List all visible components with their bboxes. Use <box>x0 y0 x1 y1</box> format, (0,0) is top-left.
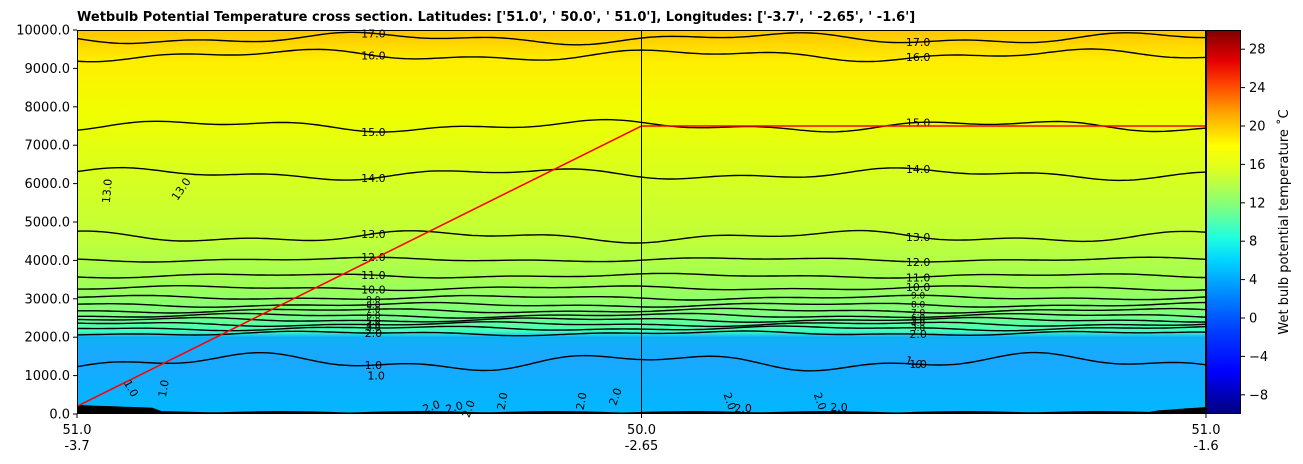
y-tick-label: 4000.0 <box>25 254 71 269</box>
x-tick-label-lat: 50.0 <box>627 423 656 438</box>
contour-label: 7.0 <box>911 309 926 319</box>
colorbar-ticks: −8 −4 0 4 8 12 16 20 24 28 <box>1241 43 1268 403</box>
contour-label: 13.0 <box>906 231 931 244</box>
contour-label: 3.0 <box>366 324 381 334</box>
contour-label: 2.0 <box>365 327 383 340</box>
contour-label: 9.0 <box>366 296 381 306</box>
colorbar-label: Wet bulb potential temperature ˚C <box>1276 109 1292 334</box>
y-tick-label: 3000.0 <box>25 292 71 307</box>
y-tick-label: 8000.0 <box>25 100 71 115</box>
colorbar-tick-label: 20 <box>1249 120 1266 135</box>
y-axis: 0.0 1000.0 2000.0 3000.0 4000.0 5000.0 6000.0 7… <box>16 24 77 423</box>
local-contour-label: 2.0 <box>607 386 625 407</box>
contour-label: 7.0 <box>366 306 381 316</box>
chart-title: Wetbulb Potential Temperature cross sect… <box>77 10 915 25</box>
contour-label: 15.0 <box>361 126 386 139</box>
x-tick-label-lon: -1.6 <box>1193 439 1218 454</box>
contour-label: 11.0 <box>906 271 931 284</box>
local-contour-label: 2.0 <box>495 391 511 410</box>
contour-label: 17.0 <box>906 36 931 49</box>
local-contour-label: 2.0 <box>460 399 478 420</box>
contour-label: 4.0 <box>366 321 381 331</box>
contour-label: 9.0 <box>911 292 926 302</box>
colorbar-tick-label: 12 <box>1249 196 1266 211</box>
x-tick-label-lat: 51.0 <box>1192 423 1221 438</box>
x-tick-label-lat: 51.0 <box>63 423 92 438</box>
local-contour-label: 1.0 <box>367 369 385 382</box>
colorbar-tick-label: −4 <box>1249 350 1268 365</box>
colorbar: −8 −4 0 4 8 12 16 20 24 28 Wet bulb potential tem… <box>1206 30 1292 414</box>
contour-label: 13.0 <box>361 228 386 241</box>
contour-label: 14.0 <box>906 163 931 176</box>
local-contour-label: 1.0 <box>903 354 924 372</box>
contour-label: 6.0 <box>911 314 926 324</box>
plot-frame <box>77 30 1206 414</box>
y-tick-label: 9000.0 <box>25 62 71 77</box>
contour-label: 1.0 <box>365 359 383 372</box>
contour-label: 5.0 <box>911 316 926 326</box>
local-contour-label: 13.0 <box>100 178 115 204</box>
contour-label: 14.0 <box>361 172 386 185</box>
contour-label: 5.0 <box>366 317 381 327</box>
x-tick-label-lon: -3.7 <box>64 439 89 454</box>
contour-label: 10.0 <box>361 284 386 297</box>
contour-label: 3.0 <box>911 324 926 334</box>
colorbar-tick-label: 8 <box>1249 235 1257 250</box>
contour-label: 4.0 <box>911 319 926 329</box>
contour-label: 11.0 <box>361 269 386 282</box>
y-tick-label: 1000.0 <box>25 369 71 384</box>
contour-label: 15.0 <box>906 116 931 129</box>
y-tick-label: 0.0 <box>49 408 70 423</box>
contour-label: 12.0 <box>906 256 931 269</box>
contour-label: 2.0 <box>909 328 927 341</box>
y-tick-label: 5000.0 <box>25 216 71 231</box>
colorbar-tick-label: −8 <box>1249 388 1268 403</box>
contour-label: 6.0 <box>366 311 381 321</box>
colorbar-tick-label: 16 <box>1249 158 1266 173</box>
local-contour-label: 1.0 <box>156 379 172 398</box>
colorbar-tick-label: 0 <box>1249 312 1257 327</box>
y-tick-label: 2000.0 <box>25 331 71 346</box>
local-contour-label: 2.0 <box>811 391 829 412</box>
colorbar-gradient <box>1206 30 1241 414</box>
local-contour-label: 2.0 <box>720 391 738 412</box>
contour-label: 12.0 <box>361 251 386 264</box>
colorbar-tick-label: 4 <box>1249 273 1257 288</box>
colorbar-tick-label: 24 <box>1249 81 1266 96</box>
plot-area: 17.0 17.0 16.0 16.0 15.0 15.0 14.0 14.0 13.0 13.0… <box>76 27 1207 420</box>
y-tick-label: 7000.0 <box>25 139 71 154</box>
colorbar-tick-label: 28 <box>1249 43 1266 58</box>
contour-label: 1.0 <box>909 358 927 371</box>
contour-label: 8.0 <box>911 301 926 311</box>
contour-label: 17.0 <box>361 27 386 40</box>
local-contour-label: 2.0 <box>830 401 848 414</box>
local-contour-label: 2.0 <box>574 391 590 410</box>
contour-label: 10.0 <box>906 281 931 294</box>
terrain-fill <box>77 405 1206 414</box>
contour-label: 16.0 <box>906 51 931 64</box>
contour-label: 16.0 <box>361 49 386 62</box>
y-tick-label: 10000.0 <box>16 24 70 39</box>
contour-label: 8.0 <box>366 301 381 311</box>
y-tick-label: 6000.0 <box>25 177 71 192</box>
x-tick-label-lon: -2.65 <box>625 439 659 454</box>
